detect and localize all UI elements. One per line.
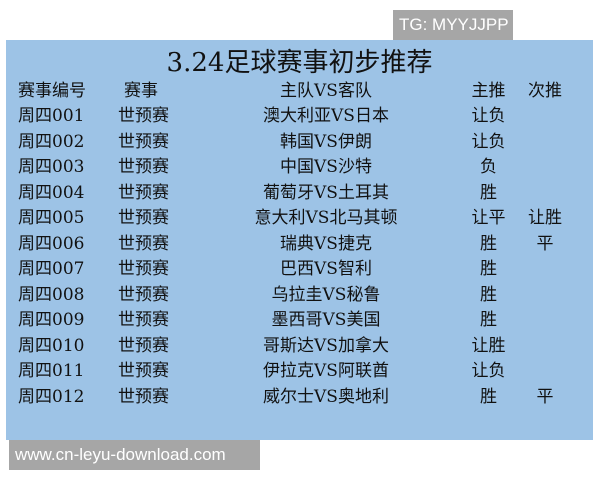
main-pick: 胜 bbox=[480, 182, 497, 203]
second-pick: 让胜 bbox=[528, 208, 562, 228]
header-teams: 主队VS客队 bbox=[280, 81, 372, 101]
match-id: 周四003 bbox=[18, 157, 85, 177]
second-pick: 平 bbox=[536, 386, 554, 407]
main-pick: 胜 bbox=[480, 233, 497, 254]
match-id: 周四002 bbox=[18, 131, 85, 152]
main-pick: 让平 bbox=[471, 208, 506, 228]
table-row: 周四011 世预赛 伊拉克VS阿联酋 让负 bbox=[6, 356, 593, 381]
main-pick: 让负 bbox=[471, 361, 506, 381]
table-row: 周四008 世预赛 乌拉圭VS秘鲁 胜 bbox=[6, 280, 593, 305]
recommendation-table: 3.24足球赛事初步推荐 赛事编号 赛事 主队VS客队 主推 次推 周四001 世… bbox=[6, 40, 593, 440]
match-type: 世预赛 bbox=[118, 106, 169, 126]
table-row: 周四010 世预赛 哥斯达VS加拿大 让胜 bbox=[6, 331, 593, 356]
match-type: 世预赛 bbox=[118, 259, 169, 279]
watermark-bottom: www.cn-leyu-download.com bbox=[9, 440, 260, 470]
teams: 葡萄牙VS土耳其 bbox=[263, 182, 389, 203]
main-pick: 胜 bbox=[480, 386, 497, 407]
table-row: 周四005 世预赛 意大利VS北马其顿 让平 让胜 bbox=[6, 203, 593, 228]
table-row: 周四004 世预赛 葡萄牙VS土耳其 胜 bbox=[6, 178, 593, 203]
match-id: 周四004 bbox=[18, 182, 85, 203]
match-type: 世预赛 bbox=[118, 157, 169, 177]
match-type: 世预赛 bbox=[118, 335, 169, 356]
match-id: 周四010 bbox=[18, 335, 85, 356]
table-row: 周四006 世预赛 瑞典VS捷克 胜 平 bbox=[6, 229, 593, 254]
match-type: 世预赛 bbox=[118, 131, 169, 152]
teams: 伊拉克VS阿联酋 bbox=[263, 361, 389, 381]
main-pick: 胜 bbox=[480, 310, 497, 330]
header-id: 赛事编号 bbox=[18, 81, 86, 101]
table-row: 周四009 世预赛 墨西哥VS美国 胜 bbox=[6, 305, 593, 330]
match-id: 周四008 bbox=[18, 284, 85, 305]
teams: 乌拉圭VS秘鲁 bbox=[271, 284, 381, 305]
teams: 澳大利亚VS日本 bbox=[263, 106, 389, 126]
header-main-pick: 主推 bbox=[471, 81, 506, 101]
teams: 墨西哥VS美国 bbox=[271, 310, 381, 330]
match-id: 周四009 bbox=[18, 310, 85, 330]
teams: 韩国VS伊朗 bbox=[280, 131, 372, 152]
match-type: 世预赛 bbox=[118, 182, 169, 203]
match-id: 周四001 bbox=[18, 106, 85, 126]
match-type: 世预赛 bbox=[118, 386, 169, 407]
match-id: 周四011 bbox=[18, 361, 85, 381]
match-type: 世预赛 bbox=[118, 284, 169, 305]
match-id: 周四005 bbox=[18, 208, 85, 228]
page-title: 3.24足球赛事初步推荐 bbox=[166, 48, 433, 78]
table-row: 周四012 世预赛 威尔士VS奥地利 胜 平 bbox=[6, 382, 593, 407]
table-row: 周四002 世预赛 韩国VS伊朗 让负 bbox=[6, 127, 593, 152]
main-pick: 让胜 bbox=[471, 335, 506, 356]
teams: 意大利VS北马其顿 bbox=[254, 208, 398, 228]
teams: 哥斯达VS加拿大 bbox=[263, 335, 389, 356]
main-pick: 胜 bbox=[480, 259, 497, 279]
teams: 瑞典VS捷克 bbox=[280, 233, 372, 254]
table-row: 周四007 世预赛 巴西VS智利 胜 bbox=[6, 254, 593, 279]
match-type: 世预赛 bbox=[118, 208, 169, 228]
header-match: 赛事 bbox=[124, 81, 158, 101]
teams: 中国VS沙特 bbox=[280, 157, 372, 177]
match-type: 世预赛 bbox=[118, 310, 169, 330]
table-row: 周四003 世预赛 中国VS沙特 负 bbox=[6, 152, 593, 177]
main-pick: 让负 bbox=[471, 131, 506, 152]
table-header: 赛事编号 赛事 主队VS客队 主推 次推 bbox=[6, 76, 593, 101]
header-second-pick: 次推 bbox=[528, 81, 562, 101]
main-pick: 胜 bbox=[480, 284, 497, 305]
watermark-top: TG: MYYJJPP bbox=[393, 10, 513, 40]
table-row: 周四001 世预赛 澳大利亚VS日本 让负 bbox=[6, 101, 593, 126]
second-pick: 平 bbox=[536, 233, 554, 254]
match-type: 世预赛 bbox=[118, 361, 169, 381]
match-id: 周四006 bbox=[18, 233, 85, 254]
teams: 威尔士VS奥地利 bbox=[263, 386, 389, 407]
match-id: 周四007 bbox=[18, 259, 85, 279]
match-id: 周四012 bbox=[18, 386, 85, 407]
teams: 巴西VS智利 bbox=[280, 259, 372, 279]
match-type: 世预赛 bbox=[118, 233, 169, 254]
main-pick: 让负 bbox=[471, 106, 506, 126]
main-pick: 负 bbox=[480, 157, 497, 177]
